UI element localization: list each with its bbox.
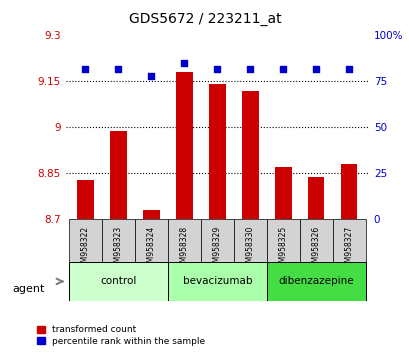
Text: dibenzazepine: dibenzazepine bbox=[278, 276, 353, 286]
Text: GSM958322: GSM958322 bbox=[81, 226, 90, 272]
Text: control: control bbox=[100, 276, 136, 286]
Text: GSM958324: GSM958324 bbox=[146, 226, 155, 272]
FancyBboxPatch shape bbox=[266, 219, 299, 262]
Bar bbox=[209, 85, 225, 219]
FancyBboxPatch shape bbox=[69, 219, 101, 262]
Legend: transformed count, percentile rank within the sample: transformed count, percentile rank withi… bbox=[37, 325, 204, 346]
FancyBboxPatch shape bbox=[167, 219, 200, 262]
Point bbox=[345, 66, 352, 72]
FancyBboxPatch shape bbox=[69, 262, 167, 301]
Point bbox=[312, 66, 319, 72]
Text: GSM958330: GSM958330 bbox=[245, 226, 254, 272]
Text: GDS5672 / 223211_at: GDS5672 / 223211_at bbox=[128, 12, 281, 27]
Point bbox=[148, 73, 154, 79]
Point bbox=[115, 66, 121, 72]
Point bbox=[213, 66, 220, 72]
Point bbox=[181, 60, 187, 66]
Bar bbox=[241, 91, 258, 219]
Point bbox=[82, 66, 88, 72]
Text: GSM958323: GSM958323 bbox=[114, 226, 123, 272]
FancyBboxPatch shape bbox=[167, 262, 266, 301]
Text: GSM958328: GSM958328 bbox=[180, 226, 189, 272]
Text: bevacizumab: bevacizumab bbox=[182, 276, 252, 286]
Bar bbox=[340, 164, 357, 219]
Bar bbox=[175, 72, 192, 219]
FancyBboxPatch shape bbox=[101, 219, 135, 262]
Bar bbox=[110, 131, 126, 219]
FancyBboxPatch shape bbox=[200, 219, 233, 262]
FancyBboxPatch shape bbox=[135, 219, 167, 262]
Text: GSM958325: GSM958325 bbox=[278, 226, 287, 272]
FancyBboxPatch shape bbox=[233, 219, 266, 262]
Point bbox=[279, 66, 286, 72]
FancyBboxPatch shape bbox=[266, 262, 365, 301]
Text: GSM958327: GSM958327 bbox=[344, 226, 353, 272]
Bar bbox=[307, 177, 324, 219]
Bar bbox=[274, 167, 291, 219]
Text: agent: agent bbox=[12, 284, 45, 293]
FancyBboxPatch shape bbox=[299, 219, 332, 262]
Text: GSM958329: GSM958329 bbox=[212, 226, 221, 272]
Point bbox=[246, 66, 253, 72]
Bar bbox=[143, 210, 159, 219]
Text: GSM958326: GSM958326 bbox=[311, 226, 320, 272]
FancyBboxPatch shape bbox=[332, 219, 365, 262]
Bar bbox=[77, 179, 93, 219]
